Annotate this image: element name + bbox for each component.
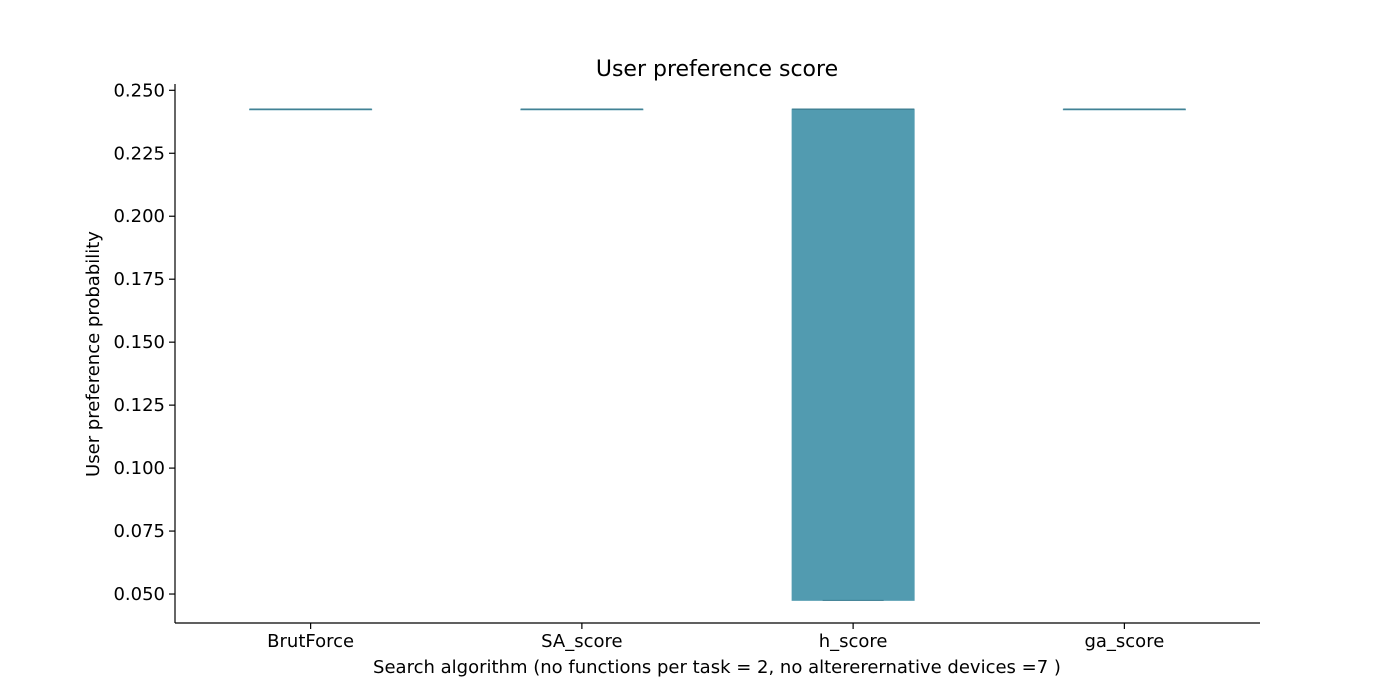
boxes-layer (249, 108, 1186, 601)
y-tick-label: 0.100 (113, 458, 165, 479)
chart-title: User preference score (596, 57, 838, 82)
y-tick-label: 0.150 (113, 332, 165, 353)
x-tick-label: SA_score (541, 631, 622, 652)
y-tick-label: 0.125 (113, 395, 165, 416)
y-tick-label: 0.175 (113, 269, 165, 290)
y-tick-label: 0.250 (113, 80, 165, 101)
y-axis-ticks: 0.050 0.075 0.100 0.125 0.150 0.175 0.200 0.225… (113, 80, 175, 605)
y-tick-label: 0.200 (113, 206, 165, 227)
x-tick-label: BrutForce (267, 631, 354, 652)
y-tick-label: 0.050 (113, 584, 165, 605)
y-tick-label: 0.075 (113, 521, 165, 542)
y-tick-label: 0.225 (113, 143, 165, 164)
x-tick-label: ga_score (1084, 631, 1164, 652)
x-tick-label: h_score (819, 631, 888, 652)
box-h_score (791, 108, 915, 601)
x-axis-ticks: BrutForce SA_score h_score ga_score (267, 623, 1164, 652)
y-axis-title: User preference probability (83, 231, 104, 477)
x-axis-title: Search algorithm (no functions per task … (373, 657, 1061, 678)
